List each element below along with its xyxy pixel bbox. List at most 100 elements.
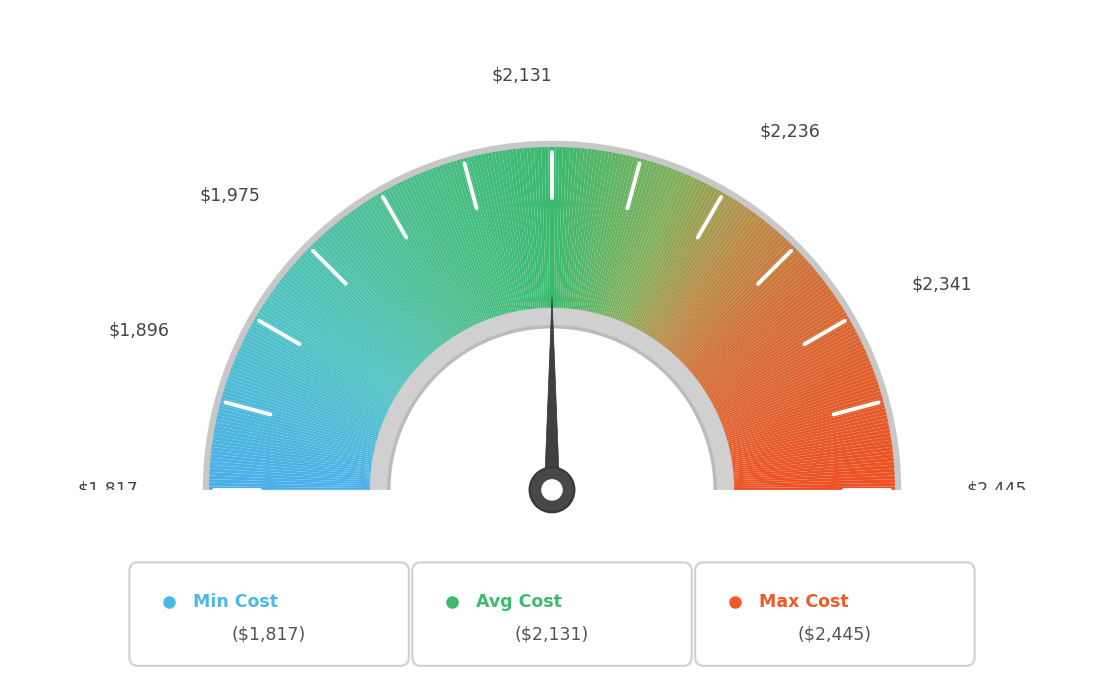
- Wedge shape: [725, 404, 887, 447]
- Wedge shape: [707, 314, 851, 400]
- Wedge shape: [709, 321, 854, 404]
- Wedge shape: [243, 333, 392, 410]
- Wedge shape: [208, 479, 373, 486]
- Wedge shape: [731, 486, 898, 490]
- Wedge shape: [697, 287, 834, 386]
- Wedge shape: [296, 257, 420, 370]
- Wedge shape: [578, 148, 606, 313]
- Wedge shape: [729, 436, 893, 464]
- Wedge shape: [716, 353, 870, 420]
- Wedge shape: [364, 199, 456, 339]
- Wedge shape: [637, 186, 719, 333]
- Wedge shape: [730, 443, 894, 467]
- Wedge shape: [549, 145, 552, 310]
- Wedge shape: [210, 446, 374, 469]
- Wedge shape: [726, 408, 888, 449]
- Wedge shape: [227, 370, 384, 429]
- Wedge shape: [721, 373, 878, 431]
- Wedge shape: [449, 159, 500, 319]
- Text: $1,975: $1,975: [200, 187, 261, 205]
- Wedge shape: [584, 150, 617, 314]
- Wedge shape: [300, 251, 423, 367]
- Wedge shape: [562, 146, 574, 311]
- Wedge shape: [222, 386, 381, 438]
- Wedge shape: [456, 157, 503, 317]
- Wedge shape: [245, 330, 393, 408]
- Wedge shape: [687, 262, 814, 373]
- Wedge shape: [720, 366, 875, 427]
- Wedge shape: [495, 149, 524, 313]
- Wedge shape: [474, 153, 513, 315]
- Wedge shape: [347, 210, 446, 346]
- Wedge shape: [609, 163, 666, 320]
- Wedge shape: [722, 380, 880, 435]
- Wedge shape: [323, 229, 435, 355]
- Wedge shape: [226, 373, 383, 431]
- Wedge shape: [282, 273, 413, 379]
- Wedge shape: [713, 339, 864, 413]
- Wedge shape: [731, 469, 896, 480]
- Wedge shape: [679, 246, 798, 364]
- Wedge shape: [591, 153, 630, 315]
- Wedge shape: [355, 204, 452, 343]
- Wedge shape: [212, 428, 375, 460]
- Wedge shape: [208, 461, 373, 477]
- Wedge shape: [425, 168, 488, 323]
- Wedge shape: [694, 282, 829, 383]
- Wedge shape: [223, 383, 381, 436]
- Text: Min Cost: Min Cost: [193, 593, 278, 611]
- Wedge shape: [667, 224, 775, 353]
- Wedge shape: [622, 172, 689, 325]
- FancyBboxPatch shape: [412, 562, 692, 666]
- Wedge shape: [544, 145, 550, 310]
- Circle shape: [530, 468, 574, 512]
- Wedge shape: [412, 173, 480, 326]
- Wedge shape: [644, 193, 731, 337]
- Wedge shape: [715, 346, 867, 417]
- Wedge shape: [662, 217, 766, 349]
- Wedge shape: [318, 233, 432, 358]
- Wedge shape: [332, 221, 439, 352]
- Wedge shape: [601, 157, 648, 317]
- Wedge shape: [552, 145, 555, 310]
- Wedge shape: [729, 425, 892, 458]
- Wedge shape: [298, 254, 422, 368]
- Wedge shape: [618, 169, 682, 324]
- Wedge shape: [391, 328, 713, 490]
- Wedge shape: [731, 483, 896, 488]
- Wedge shape: [484, 151, 519, 314]
- Wedge shape: [631, 181, 709, 330]
- Wedge shape: [627, 176, 699, 328]
- Wedge shape: [392, 182, 470, 331]
- Wedge shape: [432, 166, 491, 322]
- Text: ($2,131): ($2,131): [514, 626, 590, 644]
- Polygon shape: [544, 297, 560, 490]
- Wedge shape: [302, 248, 424, 366]
- Wedge shape: [509, 147, 531, 312]
- Wedge shape: [558, 145, 566, 310]
- Wedge shape: [555, 145, 563, 310]
- Wedge shape: [250, 321, 395, 404]
- Wedge shape: [692, 275, 825, 380]
- Text: $2,341: $2,341: [911, 275, 972, 293]
- Wedge shape: [263, 299, 403, 392]
- Wedge shape: [595, 155, 638, 316]
- Wedge shape: [516, 146, 535, 311]
- Wedge shape: [670, 231, 783, 357]
- Wedge shape: [376, 191, 463, 335]
- Wedge shape: [534, 145, 544, 310]
- Wedge shape: [590, 152, 627, 315]
- Wedge shape: [567, 146, 584, 311]
- Wedge shape: [721, 377, 879, 433]
- Wedge shape: [343, 213, 445, 347]
- Wedge shape: [565, 146, 581, 311]
- Wedge shape: [442, 161, 497, 320]
- Wedge shape: [418, 170, 485, 324]
- Wedge shape: [606, 161, 659, 319]
- Wedge shape: [698, 290, 836, 388]
- Wedge shape: [728, 418, 890, 455]
- Bar: [34, 490, 1070, 690]
- Wedge shape: [327, 226, 436, 354]
- Wedge shape: [209, 457, 373, 475]
- Wedge shape: [208, 475, 373, 484]
